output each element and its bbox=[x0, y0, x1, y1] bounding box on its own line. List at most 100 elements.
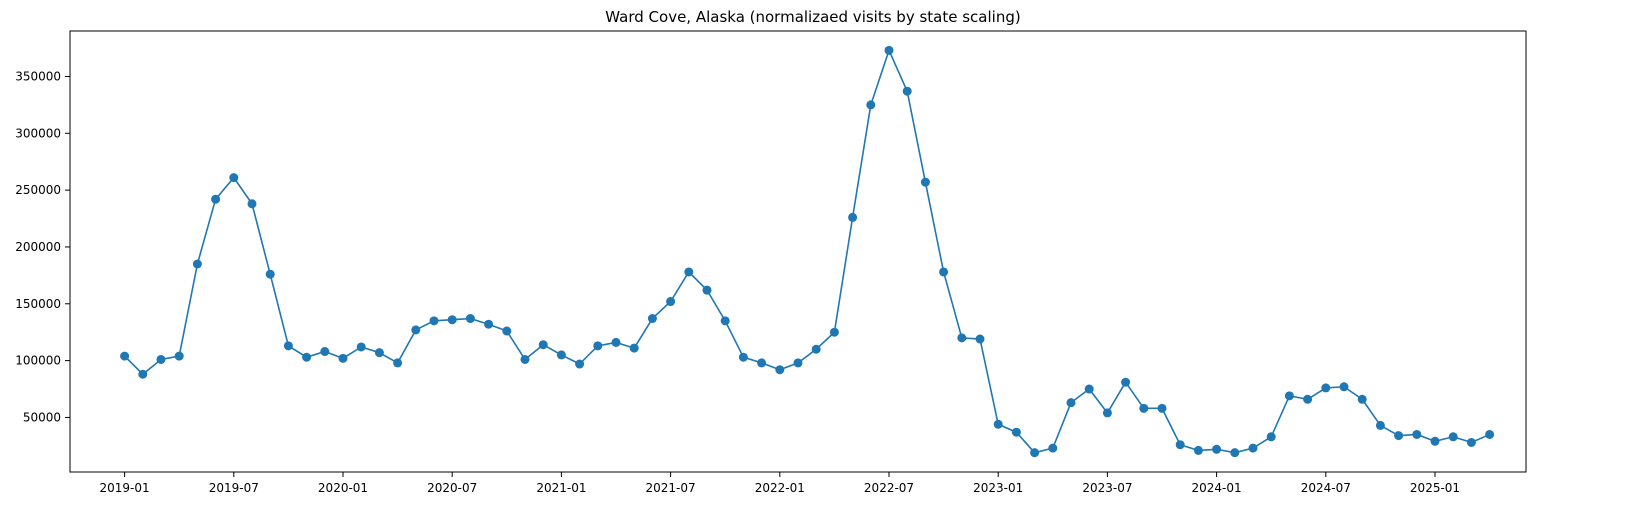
x-tick-label: 2020-07 bbox=[427, 481, 477, 495]
data-point bbox=[465, 314, 475, 324]
data-point bbox=[902, 86, 912, 96]
data-point bbox=[247, 199, 257, 209]
data-point bbox=[374, 348, 384, 358]
data-point bbox=[666, 297, 676, 307]
data-point bbox=[411, 325, 421, 335]
data-point bbox=[138, 369, 148, 379]
x-tick-label: 2021-01 bbox=[536, 481, 586, 495]
data-point bbox=[920, 177, 930, 187]
data-point bbox=[793, 358, 803, 368]
data-point bbox=[338, 353, 348, 363]
x-tick-label: 2022-01 bbox=[755, 481, 805, 495]
data-point bbox=[211, 194, 221, 204]
data-point bbox=[975, 334, 985, 344]
x-tick-label: 2021-07 bbox=[646, 481, 696, 495]
data-point bbox=[1193, 445, 1203, 455]
data-point bbox=[993, 419, 1003, 429]
y-axis: 50000 100000 150000 200000 250000 300000 35000… bbox=[15, 69, 70, 424]
data-point bbox=[320, 347, 330, 357]
y-tick-label: 50000 bbox=[23, 410, 61, 424]
x-tick-label: 2023-07 bbox=[1082, 481, 1132, 495]
y-tick-label: 300000 bbox=[15, 126, 61, 140]
data-point bbox=[1102, 408, 1112, 418]
data-point bbox=[556, 350, 566, 360]
data-point bbox=[1030, 448, 1040, 458]
data-point bbox=[484, 319, 494, 329]
plot-area-frame bbox=[69, 30, 1527, 473]
data-point bbox=[429, 316, 439, 326]
data-point bbox=[538, 340, 548, 350]
x-tick-label: 2020-01 bbox=[318, 481, 368, 495]
y-tick-label: 100000 bbox=[15, 354, 61, 368]
data-point bbox=[447, 315, 457, 325]
data-point bbox=[629, 343, 639, 353]
data-point bbox=[1212, 444, 1222, 454]
data-point bbox=[229, 173, 239, 183]
x-tick-label: 2019-07 bbox=[209, 481, 259, 495]
data-point bbox=[848, 212, 858, 222]
data-point bbox=[1375, 420, 1385, 430]
data-point bbox=[1048, 443, 1058, 453]
x-tick-label: 2019-01 bbox=[100, 481, 150, 495]
data-point bbox=[1121, 377, 1131, 387]
data-point bbox=[1230, 448, 1240, 458]
data-point bbox=[356, 342, 366, 352]
y-tick-label: 150000 bbox=[15, 297, 61, 311]
data-point bbox=[1284, 391, 1294, 401]
data-point bbox=[866, 100, 876, 110]
data-point bbox=[1084, 384, 1094, 394]
series-points bbox=[120, 45, 1495, 458]
data-point bbox=[1412, 429, 1422, 439]
x-axis: 2019-01 2019-07 2020-01 2020-07 2021-01 2021-… bbox=[100, 472, 1460, 495]
data-point bbox=[702, 285, 712, 295]
series-line bbox=[124, 48, 1490, 454]
data-point bbox=[939, 267, 949, 277]
data-point bbox=[265, 269, 275, 279]
data-point bbox=[1485, 429, 1495, 439]
data-point bbox=[1321, 383, 1331, 393]
data-point bbox=[757, 358, 767, 368]
data-point bbox=[1139, 403, 1149, 413]
data-point bbox=[1248, 443, 1258, 453]
data-point bbox=[1303, 394, 1313, 404]
x-tick-label: 2023-01 bbox=[973, 481, 1023, 495]
data-point bbox=[1448, 432, 1458, 442]
y-tick-label: 250000 bbox=[15, 183, 61, 197]
data-point bbox=[647, 314, 657, 324]
y-tick-label: 350000 bbox=[15, 69, 61, 83]
data-point bbox=[720, 316, 730, 326]
data-point bbox=[156, 354, 166, 364]
data-point bbox=[174, 351, 184, 361]
data-point bbox=[593, 341, 603, 351]
data-point bbox=[502, 326, 512, 336]
x-tick-label: 2025-01 bbox=[1410, 481, 1460, 495]
data-point bbox=[684, 267, 694, 277]
chart-title: Ward Cove, Alaska (normalizaed visits by… bbox=[605, 8, 1020, 26]
data-point bbox=[192, 259, 202, 269]
data-point bbox=[738, 352, 748, 362]
x-tick-label: 2024-01 bbox=[1192, 481, 1242, 495]
data-point bbox=[1339, 382, 1349, 392]
data-point bbox=[1157, 403, 1167, 413]
data-point bbox=[1175, 440, 1185, 450]
data-point bbox=[283, 341, 293, 351]
data-point bbox=[775, 365, 785, 375]
data-point bbox=[884, 45, 894, 55]
data-point bbox=[957, 333, 967, 343]
data-point bbox=[1011, 427, 1021, 437]
data-point bbox=[520, 354, 530, 364]
x-tick-label: 2024-07 bbox=[1301, 481, 1351, 495]
data-point bbox=[811, 344, 821, 354]
data-point bbox=[1430, 436, 1440, 446]
x-tick-label: 2022-07 bbox=[864, 481, 914, 495]
data-point bbox=[120, 351, 130, 361]
data-point bbox=[1066, 398, 1076, 408]
data-point bbox=[393, 358, 403, 368]
data-point bbox=[1394, 431, 1404, 441]
data-point bbox=[575, 359, 585, 369]
y-tick-label: 200000 bbox=[15, 240, 61, 254]
data-point bbox=[1466, 437, 1476, 447]
data-point bbox=[1357, 394, 1367, 404]
data-point bbox=[829, 327, 839, 337]
